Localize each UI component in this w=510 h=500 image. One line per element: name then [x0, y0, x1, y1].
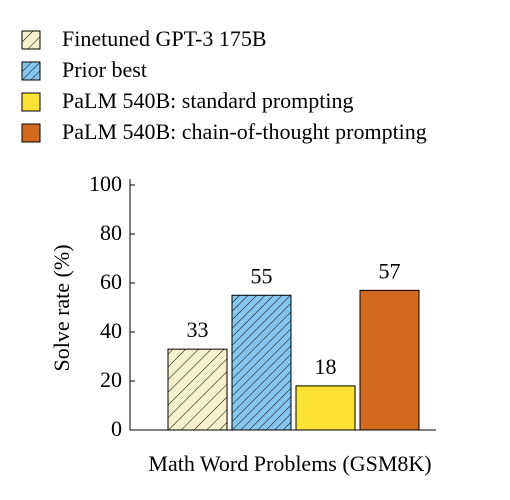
y-tick-label: 60: [100, 269, 122, 294]
y-tick-label: 40: [100, 318, 122, 343]
bar: [231, 294, 292, 431]
data-label: 57: [379, 258, 401, 283]
bar: [359, 289, 420, 431]
legend-label: Finetuned GPT-3 175B: [62, 26, 267, 51]
legend-label: PaLM 540B: chain-of-thought prompting: [62, 119, 427, 144]
legend-label: Prior best: [62, 57, 147, 82]
y-axis-title: Solve rate (%): [49, 244, 74, 371]
legend-swatch: [21, 30, 41, 50]
data-label: 18: [315, 354, 337, 379]
y-tick-label: 20: [100, 367, 122, 392]
legend-label: PaLM 540B: standard prompting: [62, 88, 353, 113]
y-tick-label: 100: [89, 171, 122, 196]
bar: [167, 348, 228, 431]
legend-swatch: [21, 123, 41, 143]
y-tick-label: 0: [111, 416, 122, 441]
x-axis-title: Math Word Problems (GSM8K): [148, 451, 431, 476]
legend-swatch: [21, 61, 41, 81]
data-label: 33: [187, 317, 209, 342]
y-tick-label: 80: [100, 220, 122, 245]
legend-swatch: [21, 92, 41, 112]
bar: [295, 385, 356, 431]
data-label: 55: [251, 263, 273, 288]
